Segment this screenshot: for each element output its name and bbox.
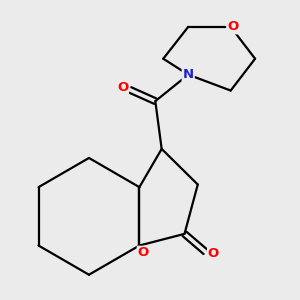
Text: O: O — [208, 248, 219, 260]
Text: N: N — [183, 68, 194, 81]
Text: O: O — [117, 81, 128, 94]
Text: O: O — [227, 20, 238, 33]
Text: O: O — [137, 247, 149, 260]
